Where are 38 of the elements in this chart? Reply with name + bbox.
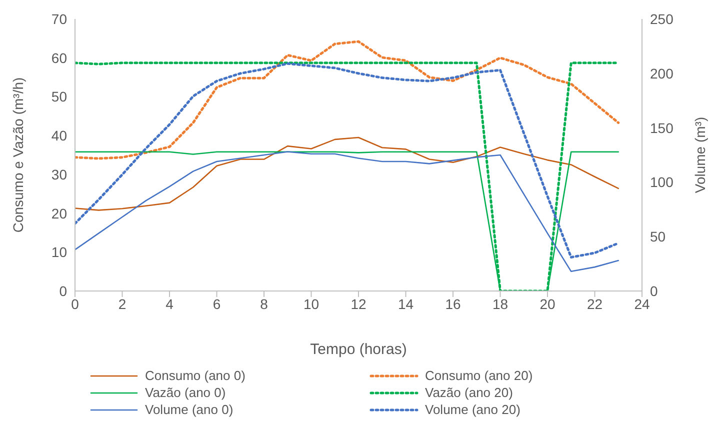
legend-label: Consumo (ano 0) [145, 368, 246, 383]
x-tick-label: 16 [445, 296, 461, 312]
y-tick-label: 40 [51, 128, 68, 144]
y-tick-label: 0 [59, 282, 68, 299]
legend-label: Consumo (ano 20) [425, 368, 533, 383]
y-tick-label: 50 [51, 88, 68, 105]
x-tick-label: 24 [634, 296, 650, 312]
y-tick-label: 60 [51, 50, 68, 66]
y2-tick-label: 250 [650, 10, 674, 27]
y2-tick-label: 150 [650, 120, 674, 136]
y2-tick-label: 50 [650, 228, 666, 245]
y-tick-label: 70 [51, 10, 68, 27]
x-tick-label: 18 [492, 296, 508, 312]
x-tick-label: 12 [350, 296, 366, 312]
x-tick-label: 6 [212, 296, 221, 312]
x-tick-label: 10 [303, 296, 320, 312]
legend-label: Volume (ano 0) [145, 402, 234, 417]
x-tick-label: 4 [166, 296, 174, 312]
y-tick-label: 30 [51, 166, 68, 182]
x-tick-label: 0 [71, 296, 80, 312]
x-tick-label: 20 [540, 296, 556, 312]
legend-label: Vazão (ano 0) [145, 385, 226, 400]
line-series [75, 136, 620, 211]
x-tick-label: 14 [398, 296, 414, 312]
y2-tick-label: 100 [650, 174, 674, 190]
legend-label: Volume (ano 20) [425, 402, 520, 417]
x-tick-label: 8 [260, 296, 268, 312]
y-axis-title: Consumo e Vazão (m³/h) [10, 77, 26, 233]
y2-tick-label: 200 [650, 65, 674, 82]
legend-label: Vazão (ano 20) [425, 385, 513, 400]
x-tick-label: 22 [586, 296, 603, 312]
line-series [75, 40, 620, 160]
y-tick-label: 20 [51, 205, 68, 222]
y2-axis-title: Volume (m³) [692, 116, 708, 194]
x-tick-label: 2 [118, 296, 126, 312]
y-tick-label: 10 [51, 244, 68, 260]
y2-tick-label: 0 [650, 282, 658, 299]
x-axis-title: Tempo (horas) [310, 341, 407, 358]
